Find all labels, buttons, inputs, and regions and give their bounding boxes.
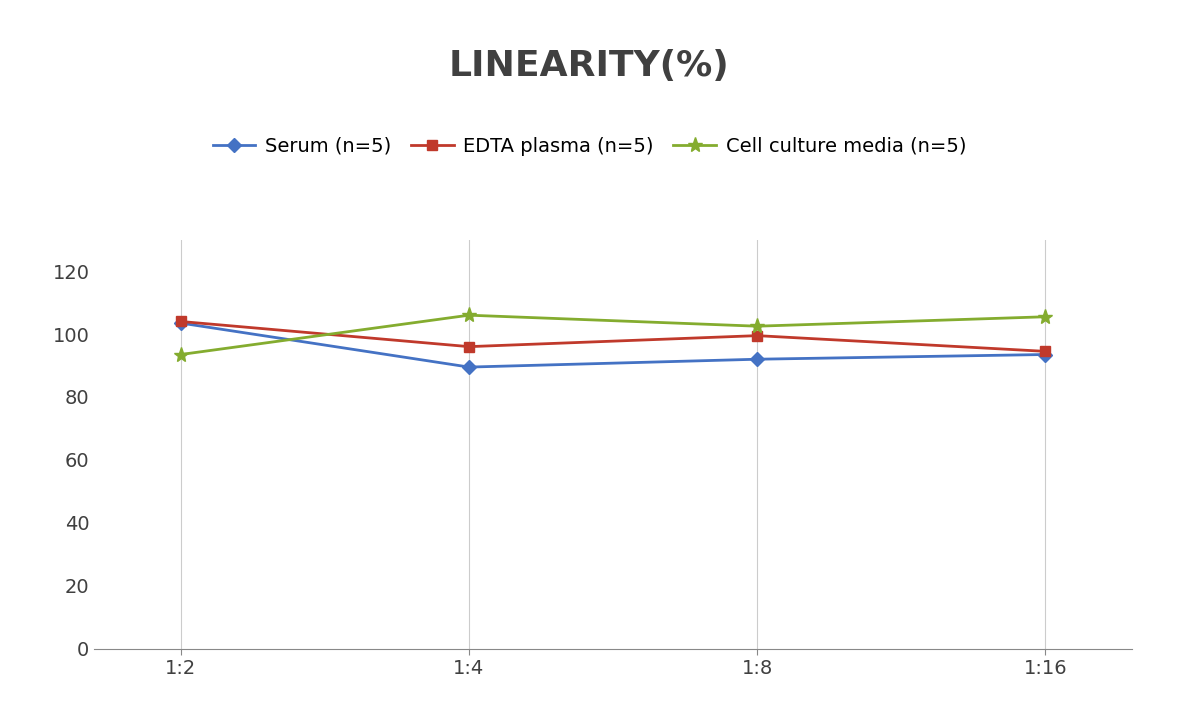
Cell culture media (n=5) bbox=[1039, 312, 1053, 321]
Serum (n=5) bbox=[1039, 350, 1053, 359]
Text: LINEARITY(%): LINEARITY(%) bbox=[449, 49, 730, 83]
EDTA plasma (n=5) bbox=[750, 331, 764, 340]
Line: Cell culture media (n=5): Cell culture media (n=5) bbox=[173, 307, 1053, 362]
Cell culture media (n=5) bbox=[173, 350, 187, 359]
Line: EDTA plasma (n=5): EDTA plasma (n=5) bbox=[176, 317, 1050, 356]
Line: Serum (n=5): Serum (n=5) bbox=[176, 318, 1050, 372]
EDTA plasma (n=5) bbox=[1039, 347, 1053, 355]
Legend: Serum (n=5), EDTA plasma (n=5), Cell culture media (n=5): Serum (n=5), EDTA plasma (n=5), Cell cul… bbox=[212, 137, 967, 156]
EDTA plasma (n=5) bbox=[173, 317, 187, 326]
Cell culture media (n=5) bbox=[462, 311, 476, 319]
Serum (n=5) bbox=[750, 355, 764, 364]
Cell culture media (n=5) bbox=[750, 322, 764, 331]
EDTA plasma (n=5) bbox=[462, 343, 476, 351]
Serum (n=5) bbox=[173, 319, 187, 327]
Serum (n=5) bbox=[462, 363, 476, 372]
